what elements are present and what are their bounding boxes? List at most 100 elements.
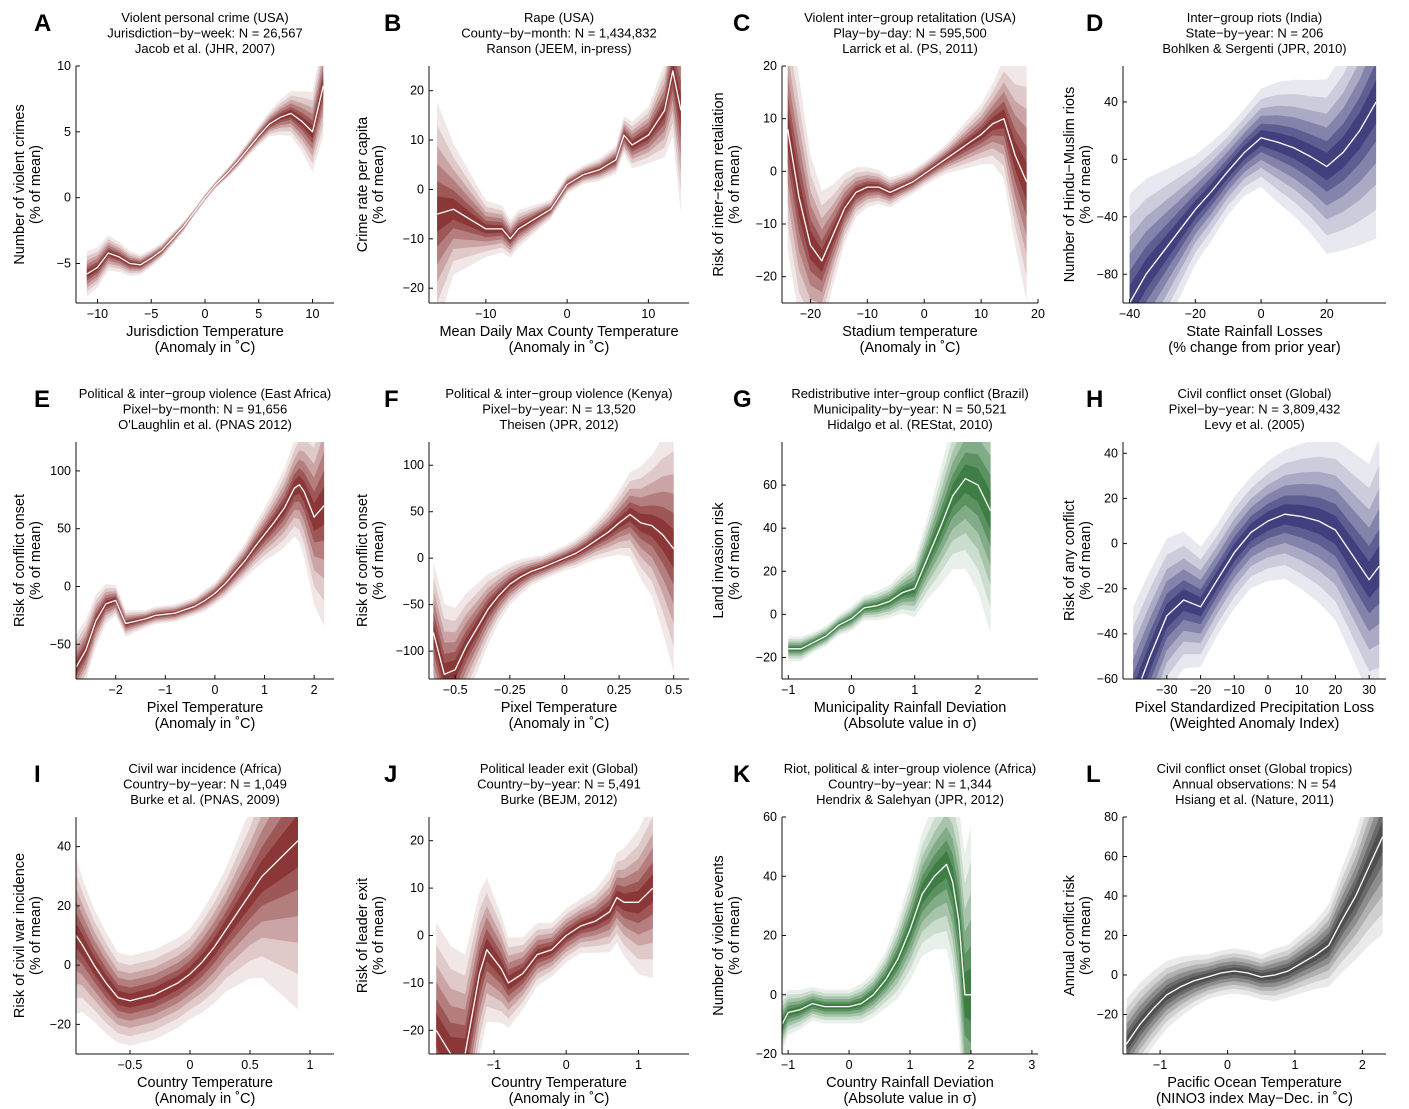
panel-title: Civil conflict onset (Global)Pixel−by−ye… — [1169, 386, 1341, 432]
band-layer — [782, 851, 971, 1029]
band-layer — [1126, 821, 1383, 1052]
panel-title-line: Jurisdiction−by−week: N = 26,567 — [107, 26, 302, 41]
panel-letter: L — [1086, 761, 1101, 788]
y-axis-label-line: (% of mean) — [727, 145, 743, 224]
y-tick-label: 20 — [410, 84, 424, 98]
x-tick-label: 0.5 — [665, 683, 682, 697]
confidence-band — [86, 66, 324, 297]
x-tick-label: 0 — [1258, 307, 1265, 321]
x-tick-label: 0.5 — [241, 1058, 258, 1072]
y-tick-label: 0 — [417, 929, 424, 943]
panel-title-line: Violent personal crime (USA) — [121, 10, 288, 25]
panel-title-line: Pixel−by−year: N = 3,809,432 — [1169, 402, 1341, 417]
panel-letter: A — [34, 10, 51, 37]
x-tick-label: 0 — [921, 307, 928, 321]
panel-title-line: Political & inter−group violence (East A… — [79, 386, 332, 401]
y-tick-label: 40 — [763, 869, 777, 883]
y-tick-label: 50 — [57, 522, 71, 536]
x-tick-label: 1 — [1291, 1058, 1298, 1072]
y-tick-label: 0 — [770, 607, 777, 621]
band-layer — [788, 442, 991, 659]
x-axis-label-line: Jurisdiction Temperature — [126, 324, 284, 340]
y-axis-label: Risk of conflict onset (% of mean) — [12, 494, 44, 627]
panel-title-line: Country−by−year: N = 5,491 — [477, 777, 641, 792]
panel-letter: E — [34, 386, 50, 413]
x-tick-label: 1 — [907, 1058, 914, 1072]
axes: −10 0 10 −20 −10 0 10 20 — [403, 66, 689, 321]
y-tick-label: 0 — [1111, 152, 1118, 166]
panel-title: Political & inter−group violence (Kenya)… — [445, 386, 672, 432]
axes: −1 0 1 2 −20 0 20 40 60 — [756, 442, 1038, 697]
band-layer — [1129, 66, 1377, 303]
panel-k: K Riot, political & inter−group violence … — [711, 761, 1038, 1107]
x-tick-label: 10 — [974, 307, 988, 321]
panel-title: Civil conflict onset (Global tropics)Ann… — [1157, 761, 1353, 807]
series-line — [436, 70, 682, 240]
axes: −40 −20 0 20 −80 −40 0 40 — [1097, 66, 1386, 321]
panel-title: Political & inter−group violence (East A… — [79, 386, 332, 432]
x-tick-label: 0 — [563, 1058, 570, 1072]
y-tick-label: −20 — [1097, 582, 1118, 596]
y-axis-label-line: (% of mean) — [1078, 896, 1094, 975]
y-tick-label: 0 — [64, 580, 71, 594]
x-axis-label: Country Rainfall Deviation(Absolute valu… — [826, 1075, 994, 1107]
panel-b: B Rape (USA)County−by−month: N = 1,434,83… — [355, 10, 689, 356]
y-tick-label: 0 — [770, 988, 777, 1002]
band-layer — [76, 817, 298, 1037]
y-tick-label: −20 — [403, 1023, 424, 1037]
panel-title: Riot, political & inter−group violence (… — [784, 761, 1037, 807]
y-tick-label: 60 — [763, 478, 777, 492]
axes: −1 0 1 2 3 −20 0 20 40 60 — [756, 810, 1038, 1072]
y-axis-label-line: (% of mean) — [28, 521, 44, 600]
panel-title-line: Play−by−day: N = 595,500 — [833, 26, 987, 41]
x-tick-label: −1 — [781, 683, 795, 697]
y-tick-label: 0 — [770, 164, 777, 178]
x-axis-label-line: Country Rainfall Deviation — [826, 1075, 994, 1091]
x-axis-label-line: (NINO3 index May−Dec. in ˚C) — [1156, 1091, 1353, 1107]
band-layer — [76, 817, 298, 1046]
y-axis-label-line: (% of mean) — [727, 896, 743, 975]
panel-title-line: Burke et al. (PNAS, 2009) — [130, 792, 280, 807]
panel-title: Civil war incidence (Africa)Country−by−y… — [123, 761, 287, 807]
confidence-band — [435, 817, 654, 1054]
panel-letter: C — [733, 10, 750, 37]
y-tick-label: −10 — [756, 217, 777, 231]
band-layer — [76, 442, 325, 679]
band-layer — [436, 833, 653, 1054]
band-layer — [1129, 66, 1377, 303]
y-axis-label-line: (% of mean) — [1078, 521, 1094, 600]
y-axis-label-line: Land invasion risk — [711, 502, 727, 619]
series-line — [76, 840, 299, 1002]
y-axis-label-line: Risk of inter−team retaliation — [711, 92, 727, 276]
y-tick-label: −40 — [1097, 627, 1118, 641]
x-tick-label: 5 — [255, 307, 262, 321]
x-tick-label: −20 — [800, 307, 821, 321]
y-axis-label: Risk of conflict onset (% of mean) — [355, 494, 387, 627]
x-tick-label: 20 — [1320, 307, 1334, 321]
x-axis-label-line: (Anomaly in ˚C) — [860, 340, 961, 356]
x-tick-label: 1 — [307, 1058, 314, 1072]
x-tick-label: 20 — [1031, 307, 1045, 321]
panel-f: F Political & inter−group violence (Kenya… — [355, 386, 689, 732]
x-tick-label: −1 — [781, 1058, 795, 1072]
x-tick-label: −30 — [1156, 683, 1177, 697]
x-tick-label: 2 — [311, 683, 318, 697]
band-layer — [1133, 495, 1380, 679]
y-axis-label: Number of Hindu−Muslim riots (% of mean) — [1062, 87, 1094, 282]
x-axis-label-line: Mean Daily Max County Temperature — [439, 324, 678, 340]
y-axis-label-line: (% of mean) — [28, 896, 44, 975]
band-layer — [1129, 66, 1377, 303]
x-axis-label-line: (Anomaly in ˚C) — [155, 340, 256, 356]
y-tick-label: 50 — [410, 505, 424, 519]
x-tick-label: 10 — [641, 307, 655, 321]
band-layer — [436, 817, 653, 1054]
x-axis-label: State Rainfall Losses(% change from prio… — [1168, 324, 1340, 356]
x-axis-label-line: (Absolute value in σ) — [843, 1091, 976, 1107]
y-tick-label: 0 — [64, 958, 71, 972]
panel-letter: H — [1086, 386, 1103, 413]
band-layer — [76, 817, 298, 1008]
x-tick-label: −20 — [1185, 307, 1206, 321]
panel-title-line: State−by−year: N = 206 — [1186, 26, 1324, 41]
series-line — [76, 484, 325, 668]
band-layer — [436, 862, 653, 1054]
